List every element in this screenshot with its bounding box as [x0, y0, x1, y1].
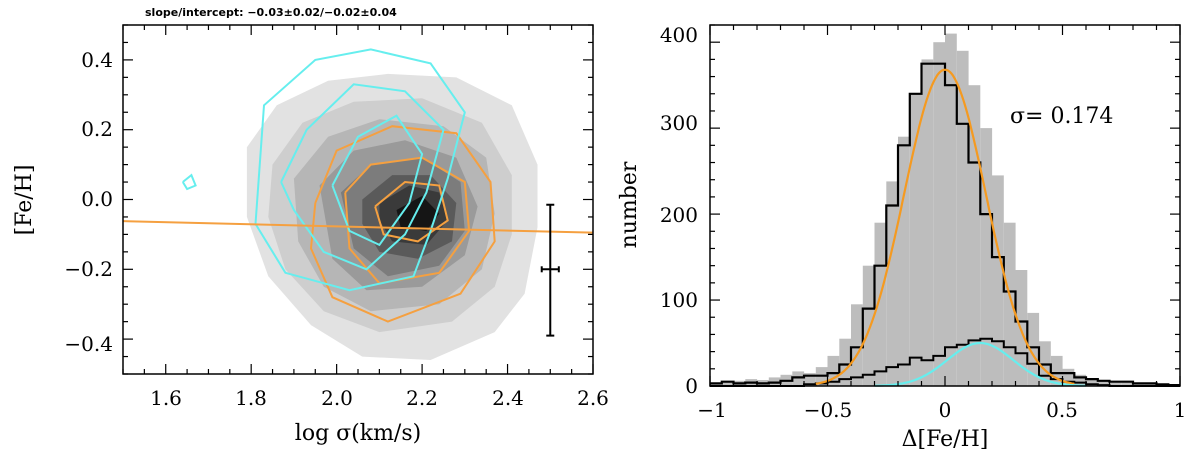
- left-x-tick-4: 2.4: [492, 386, 524, 410]
- right-y-tick-2: 200: [660, 203, 698, 227]
- right-panel: σ= 0.174 −1 −0.5 0 0.5 1 0 100 200 300 4…: [617, 23, 1186, 452]
- gray-histogram: [710, 33, 1181, 387]
- gray-bar: [1133, 383, 1145, 386]
- right-y-tick-1: 100: [660, 288, 698, 312]
- orange-contour-1: [344, 156, 471, 285]
- error-bar: [540, 203, 560, 337]
- cyan-contour-2: [331, 114, 424, 247]
- cyan-contour-1: [280, 83, 445, 271]
- left-y-tick-3: 0.2: [81, 117, 113, 141]
- right-y-tick-3: 300: [660, 111, 698, 135]
- gray-bar: [886, 181, 899, 386]
- cyan-contour-0: [254, 48, 466, 292]
- cyan-contour-3: [181, 173, 197, 191]
- gray-bar: [804, 373, 816, 386]
- orange-gaussian-fit: [815, 68, 1075, 385]
- left-y-axis-label: [Fe/H]: [12, 165, 37, 236]
- right-ticks: [709, 24, 1181, 387]
- right-y-tick-4: 400: [660, 23, 698, 47]
- right-y-axis-label: number: [617, 161, 642, 248]
- left-x-axis-label: log σ(km/s): [295, 421, 421, 446]
- gray-bar: [1050, 355, 1063, 386]
- cyan-gaussian-fit: [874, 341, 1087, 387]
- gray-bar: [839, 338, 852, 386]
- left-y-tick-4: 0.4: [81, 48, 113, 72]
- gray-bar: [968, 85, 981, 386]
- gray-bar: [956, 50, 969, 387]
- gray-bar: [1027, 312, 1040, 386]
- gray-bar: [792, 371, 805, 386]
- gray-bar: [933, 42, 946, 386]
- right-x-tick-4: 1: [1174, 398, 1187, 422]
- left-x-tick-2: 2.0: [321, 386, 353, 410]
- right-annotation: σ= 0.174: [1010, 104, 1113, 129]
- gray-bar: [980, 128, 993, 386]
- left-y-tick-2: 0.0: [81, 187, 113, 211]
- orange-contour-0: [309, 125, 496, 323]
- gray-bar: [874, 222, 887, 386]
- left-panel: slope/intercept: −0.03±0.02/−0.02±0.04 1…: [12, 6, 609, 446]
- left-x-tick-1: 1.8: [235, 386, 267, 410]
- right-y-tick-0: 0: [685, 374, 698, 398]
- right-x-axis-label: Δ[Fe/H]: [902, 427, 989, 452]
- left-ticks: [122, 24, 594, 375]
- gray-bar: [992, 175, 1004, 386]
- left-y-tick-0: −0.4: [64, 332, 113, 356]
- black-histogram: [710, 62, 1180, 387]
- left-y-tick-1: −0.2: [64, 257, 113, 281]
- orange-contour-2: [374, 180, 449, 243]
- right-x-tick-2: 0: [939, 398, 952, 422]
- gray-bar: [1074, 374, 1087, 386]
- gray-bar: [851, 304, 863, 386]
- gray-bar: [1097, 380, 1110, 386]
- left-title: slope/intercept: −0.03±0.02/−0.02±0.04: [145, 6, 397, 19]
- gray-bar: [1086, 379, 1098, 386]
- right-x-tick-0: −1: [697, 398, 726, 422]
- left-x-tick-5: 2.6: [577, 386, 609, 410]
- right-x-tick-1: −0.5: [804, 398, 853, 422]
- gray-bar: [945, 33, 957, 386]
- gray-bar: [1003, 222, 1016, 386]
- right-x-tick-3: 0.5: [1046, 398, 1078, 422]
- gray-bar: [1121, 382, 1134, 386]
- gray-bar: [909, 93, 922, 387]
- gray-bar: [862, 265, 875, 386]
- fit-line: [123, 220, 593, 234]
- gray-bar: [1062, 368, 1075, 386]
- orange-contours: [309, 125, 496, 323]
- left-x-tick-3: 2.2: [406, 386, 438, 410]
- gray-bar: [827, 355, 840, 386]
- gray-bar: [721, 381, 734, 386]
- cyan-contours: [181, 48, 466, 292]
- left-x-tick-0: 1.6: [150, 386, 182, 410]
- gray-bar: [921, 59, 934, 387]
- gray-bar: [1109, 382, 1122, 386]
- gray-bar: [898, 136, 910, 386]
